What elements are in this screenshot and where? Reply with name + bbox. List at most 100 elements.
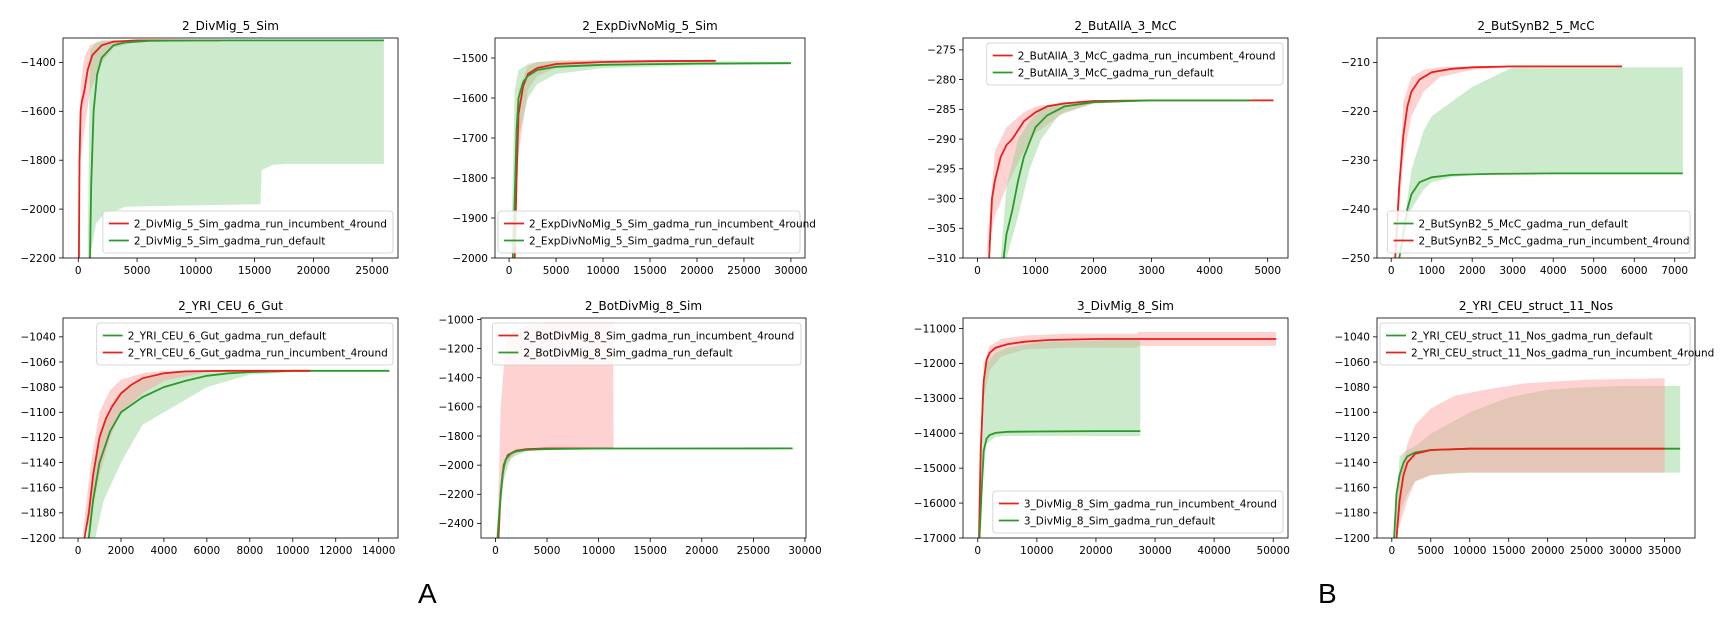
series-band-default — [511, 61, 791, 258]
x-tick-label: 5000 — [1417, 545, 1444, 557]
legend-entry: 2_YRI_CEU_struct_11_Nos_gadma_run_incumb… — [1411, 347, 1714, 359]
x-tick-label: 20000 — [1079, 545, 1112, 557]
subplot-title: 2_YRI_CEU_struct_11_Nos — [1459, 299, 1613, 313]
y-tick-label: −1060 — [1334, 357, 1370, 369]
y-tick-label: −285 — [927, 104, 956, 116]
y-tick-label: −1160 — [20, 483, 56, 495]
series-band-incumbent — [512, 60, 716, 258]
series-band-default — [86, 370, 390, 538]
y-tick-label: −15000 — [914, 463, 956, 475]
y-tick-label: −250 — [1341, 253, 1370, 265]
subplot-4: 2_ButSynB2_5_McC 0 1000 2000 3000 4000 5000 600… — [1341, 19, 1696, 277]
x-tick-label: 15000 — [634, 545, 667, 557]
x-tick-label: 5000 — [534, 545, 561, 557]
y-tick-label: −1160 — [1334, 483, 1370, 495]
subplot-5: 2_YRI_CEU_6_Gut 0 2000 4000 6000 8000 10000 120… — [20, 299, 399, 557]
y-tick-label: −14000 — [914, 428, 956, 440]
series-line-default — [87, 369, 390, 538]
panel-label-a: A — [418, 578, 437, 609]
series-line-incumbent — [988, 99, 1274, 258]
x-tick-label: 25000 — [737, 545, 770, 557]
series-line-default — [1002, 99, 1251, 258]
x-tick-label: 5000 — [1580, 265, 1607, 277]
y-tick-label: −1000 — [438, 314, 474, 326]
legend-entry: 2_ExpDivNoMig_5_Sim_gadma_run_default — [529, 235, 754, 247]
y-tick-label: −13000 — [914, 393, 956, 405]
series-line-incumbent — [513, 59, 716, 258]
subplot-2: 2_ExpDivNoMig_5_Sim 0 5000 10000 15000 20000 2… — [452, 19, 815, 277]
legend: 2_BotDivMig_8_Sim_gadma_run_incumbent_4r… — [491, 322, 802, 366]
y-tick-label: −1140 — [1334, 457, 1370, 469]
x-tick-label: 14000 — [362, 545, 395, 557]
series-band-incumbent — [1394, 378, 1665, 538]
y-tick-label: −1500 — [452, 53, 488, 65]
x-tick-label: 20000 — [685, 545, 718, 557]
series-line-default — [89, 39, 384, 258]
x-tick-label: 30000 — [1609, 545, 1642, 557]
plot-frame — [62, 317, 399, 539]
subplot-title: 3_DivMig_8_Sim — [1077, 299, 1174, 313]
subplot-1: 2_DivMig_5_Sim 0 5000 10000 15000 20000 25000 −… — [20, 19, 399, 277]
series-band-default — [1399, 67, 1683, 258]
legend-box — [1379, 322, 1691, 366]
y-tick-label: −1080 — [1334, 382, 1370, 394]
y-tick-label: −1400 — [20, 57, 56, 69]
subplot-3: 2_ButAllA_3_McC 0 1000 2000 3000 4000 5000 −310… — [927, 19, 1289, 277]
series-band-default — [496, 448, 793, 538]
y-tick-label: −11000 — [914, 323, 956, 335]
y-tick-label: −12000 — [914, 358, 956, 370]
legend-entry: 3_DivMig_8_Sim_gadma_run_default — [1024, 515, 1216, 527]
x-tick-label: 30000 — [788, 545, 821, 557]
y-tick-label: −1800 — [452, 173, 488, 185]
x-tick-label: 0 — [1388, 265, 1395, 277]
x-tick-label: 10000 — [582, 545, 615, 557]
y-tick-label: −2000 — [20, 204, 56, 216]
subplot-title: 2_ButSynB2_5_McC — [1477, 19, 1594, 33]
series-line-incumbent — [978, 338, 1277, 538]
legend-entry: 2_DivMig_5_Sim_gadma_run_incumbent_4roun… — [134, 218, 387, 230]
x-tick-label: 10000 — [1453, 545, 1486, 557]
x-tick-label: 20000 — [1531, 545, 1564, 557]
y-tick-label: −1600 — [20, 106, 56, 118]
x-tick-label: 50000 — [1257, 545, 1290, 557]
legend-entry: 2_ButSynB2_5_McC_gadma_run_default — [1419, 218, 1628, 230]
series-line-incumbent — [1395, 447, 1665, 538]
x-tick-label: 10000 — [179, 265, 212, 277]
y-tick-label: −2200 — [20, 253, 56, 265]
y-tick-label: −1180 — [20, 508, 56, 520]
y-tick-label: −1200 — [438, 343, 474, 355]
y-tick-label: −1040 — [20, 332, 56, 344]
y-tick-label: −230 — [1341, 155, 1370, 167]
x-tick-label: 0 — [75, 265, 82, 277]
subplot-title: 2_BotDivMig_8_Sim — [585, 299, 702, 313]
subplot-title: 2_ExpDivNoMig_5_Sim — [582, 19, 718, 33]
x-tick-label: 15000 — [238, 265, 271, 277]
legend-entry: 2_ButAllA_3_McC_gadma_run_incumbent_4rou… — [1018, 50, 1276, 62]
legend: 2_ExpDivNoMig_5_Sim_gadma_run_incumbent_… — [497, 210, 816, 254]
x-tick-label: 10000 — [1020, 545, 1053, 557]
y-tick-label: −240 — [1341, 204, 1370, 216]
y-tick-label: −16000 — [914, 498, 956, 510]
legend-box — [102, 210, 394, 254]
y-tick-label: −1120 — [1334, 432, 1370, 444]
series-line-incumbent — [78, 39, 220, 258]
x-tick-label: 25000 — [355, 265, 388, 277]
x-tick-label: 30000 — [1138, 545, 1171, 557]
legend-entry: 2_BotDivMig_8_Sim_gadma_run_default — [523, 347, 732, 359]
y-tick-label: −1200 — [1334, 533, 1370, 545]
y-tick-label: −275 — [927, 45, 956, 57]
plot-frame — [1376, 37, 1696, 259]
series-band-incumbent — [78, 40, 220, 258]
y-tick-label: −220 — [1341, 106, 1370, 118]
legend-entry: 2_ButSynB2_5_McC_gadma_run_incumbent_4ro… — [1419, 235, 1690, 247]
y-tick-label: −1400 — [438, 373, 474, 385]
legend-entry: 2_BotDivMig_8_Sim_gadma_run_incumbent_4r… — [523, 330, 794, 342]
y-tick-label: −295 — [927, 164, 956, 176]
series-line-default — [978, 430, 1141, 538]
y-tick-label: −1800 — [20, 155, 56, 167]
legend-box — [497, 210, 801, 254]
x-tick-label: 0 — [492, 545, 499, 557]
plot-frame — [962, 37, 1289, 259]
y-tick-label: −1040 — [1334, 332, 1370, 344]
y-tick-label: −1140 — [20, 457, 56, 469]
